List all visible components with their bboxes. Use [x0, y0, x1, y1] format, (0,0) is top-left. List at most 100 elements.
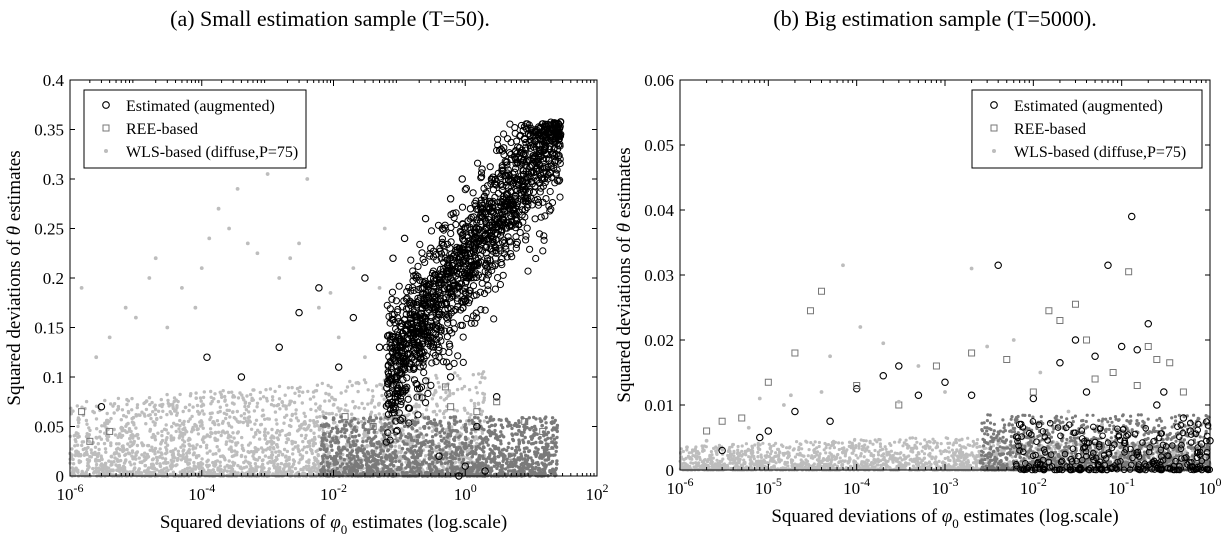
point-circle-11: [400, 234, 409, 243]
point-circle-1: [203, 353, 211, 361]
point-circle-20: [756, 433, 764, 442]
y-axis-label: Squared deviations of θ estimates: [614, 147, 635, 402]
series-dot: [79, 172, 387, 360]
y-tick-label: 0.04: [644, 201, 674, 220]
point-dot-0: [841, 263, 845, 268]
point-dot-1: [858, 325, 863, 329]
y-ticks: 0 0.05 0.1 0.15 0.2 0.25 0.3 0.35 0.4: [34, 71, 597, 486]
point-circle-31: [461, 462, 469, 470]
point-dot-14: [235, 187, 240, 191]
y-tick-label: 0.06: [644, 71, 674, 90]
y-tick-label: 0.02: [644, 331, 674, 350]
point-dot-9: [193, 305, 198, 310]
point-circle-23: [520, 135, 529, 144]
x-axis-label: Squared deviations of φ0 estimates (log.…: [160, 512, 507, 537]
point-dot-12: [985, 344, 990, 349]
series-square: [703, 268, 1187, 435]
point-square-9: [738, 414, 746, 422]
series-dot: [685, 263, 1104, 450]
point-dot-8: [896, 399, 901, 404]
point-dot-1: [94, 355, 99, 360]
x-tick-label: 10-6: [667, 475, 694, 498]
point-circle-8: [1091, 352, 1099, 360]
point-dot-5: [757, 396, 762, 401]
point-circle-0: [1127, 212, 1136, 221]
point-circle-23: [1186, 427, 1195, 435]
point-dot-23: [328, 290, 333, 295]
scatter-marks: [68, 118, 565, 480]
scatter-marks: [678, 212, 1214, 474]
point-dot-19: [746, 425, 751, 430]
y-tick-label: 0.4: [43, 71, 65, 90]
point-circle-15: [438, 224, 447, 233]
point-dot-14: [1038, 370, 1043, 375]
point-square-18: [1144, 343, 1152, 350]
legend-marker-dot: [104, 149, 108, 153]
y-axis-label: Squared deviations of θ estimates: [4, 150, 25, 405]
estimated-cloud: [382, 118, 565, 446]
point-circle-16: [1082, 388, 1091, 396]
point-square-6: [764, 378, 772, 386]
point-square-21: [1133, 382, 1141, 389]
point-dot-3: [123, 305, 128, 310]
legend-entry: WLS-based (diffuse,P=75): [1014, 144, 1186, 161]
y-tick-label: 0.15: [34, 319, 64, 338]
x-axis-label: Squared deviations of φ0 estimates (log.…: [771, 506, 1118, 531]
series-circle: [718, 212, 1214, 461]
point-square-17: [1166, 359, 1174, 367]
x-tick-label: 10-2: [320, 481, 347, 504]
legend-marker-square: [990, 124, 998, 132]
point-dot-8: [180, 286, 184, 290]
point-square-1: [86, 437, 94, 445]
point-circle-11: [895, 362, 903, 370]
x-ticks: 10-6 10-5 10-4 10-3 10-2 10-1 100: [667, 80, 1222, 498]
point-circle-16: [446, 195, 455, 203]
point-circle-14: [967, 391, 976, 399]
point-circle-18: [466, 204, 475, 213]
point-dot-12: [216, 206, 221, 211]
point-circle-18: [791, 407, 799, 416]
point-square-12: [968, 349, 976, 357]
point-circle-12: [914, 391, 923, 399]
legend-entry: Estimated (augmented): [1014, 98, 1163, 115]
y-tick-label: 0.03: [644, 266, 674, 285]
point-dot-16: [255, 251, 260, 256]
point-square-7: [441, 383, 449, 391]
legend-marker-circle: [102, 101, 110, 109]
x-tick-label: 10-1: [1108, 475, 1135, 498]
point-dot-18: [277, 276, 282, 280]
point-dot-17: [265, 172, 270, 176]
point-dot-20: [297, 241, 301, 246]
point-circle-3: [1144, 319, 1153, 328]
point-square-20: [1091, 375, 1099, 383]
point-square-8: [447, 403, 455, 411]
point-circle-2: [237, 373, 246, 381]
point-square-3: [341, 413, 349, 421]
point-circle-24: [1197, 440, 1206, 448]
point-dot-27: [377, 286, 382, 290]
point-circle-13: [941, 378, 949, 386]
point-circle-22: [1179, 414, 1188, 422]
point-square-5: [1056, 317, 1064, 324]
point-square-14: [1083, 336, 1091, 344]
point-circle-2: [1104, 261, 1112, 270]
point-circle-29: [492, 393, 501, 401]
x-ticks: 10-6 10-4 10-2 100 102: [57, 80, 609, 504]
y-tick-label: 0.2: [43, 269, 64, 288]
point-dot-13: [1011, 338, 1016, 342]
point-dot-10: [943, 390, 947, 394]
point-dot-6: [153, 256, 158, 261]
point-circle-3: [275, 343, 283, 352]
point-circle-17: [458, 175, 466, 183]
x-tick-label: 10-4: [188, 481, 215, 504]
point-dot-3: [819, 390, 824, 394]
point-circle-14: [427, 244, 435, 253]
point-circle-6: [1133, 345, 1141, 354]
point-square-8: [703, 427, 711, 435]
point-square-2: [806, 307, 814, 315]
point-square-10: [493, 398, 501, 406]
point-dot-11: [969, 266, 974, 271]
point-circle-17: [1160, 388, 1168, 396]
y-tick-label: 0.05: [644, 136, 674, 155]
y-tick-label: 0.35: [34, 121, 64, 140]
